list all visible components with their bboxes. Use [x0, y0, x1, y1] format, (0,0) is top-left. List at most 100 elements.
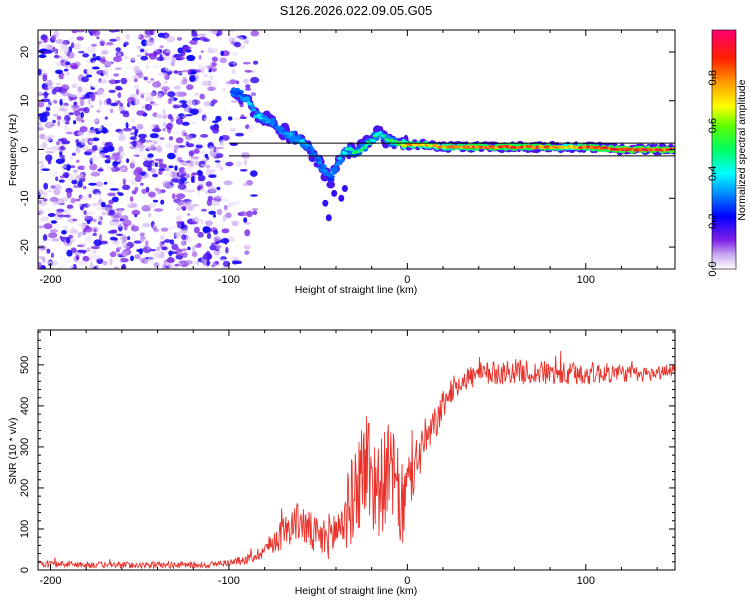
- noise-cell: [155, 113, 163, 119]
- noise-cell: [38, 113, 47, 117]
- noise-cell: [100, 221, 104, 225]
- noise-cell: [150, 168, 157, 174]
- noise-cell: [170, 178, 180, 183]
- noise-cell: [235, 260, 242, 265]
- noise-cell: [181, 115, 188, 119]
- noise-cell: [61, 140, 71, 145]
- noise-cell: [115, 47, 121, 52]
- noise-cell: [185, 236, 192, 243]
- noise-cell: [159, 45, 164, 49]
- noise-cell: [232, 201, 241, 205]
- noise-cell: [179, 80, 183, 85]
- noise-cell: [198, 160, 206, 168]
- noise-cell: [176, 116, 181, 119]
- noise-cell: [83, 215, 90, 219]
- noise-cell: [145, 53, 153, 57]
- noise-cell: [60, 137, 68, 142]
- noise-cell: [190, 108, 199, 115]
- ridge-cell: [295, 134, 302, 140]
- noise-cell: [244, 69, 252, 73]
- noise-cell: [174, 84, 181, 92]
- noise-cell: [203, 73, 209, 78]
- noise-cell: [167, 225, 176, 231]
- noise-cell: [250, 30, 260, 37]
- noise-cell: [140, 182, 144, 186]
- noise-cell: [175, 160, 181, 165]
- noise-cell: [200, 43, 207, 48]
- noise-cell: [122, 178, 126, 186]
- noise-cell: [105, 61, 113, 67]
- spectrogram-ylabel: Frequency (Hz): [7, 114, 19, 186]
- noise-cell: [55, 69, 63, 75]
- noise-cell: [160, 227, 169, 232]
- noise-cell: [100, 201, 106, 208]
- noise-cell: [58, 254, 65, 262]
- noise-cell: [208, 60, 213, 67]
- x-tick-label: 0: [404, 274, 410, 286]
- noise-cell: [39, 216, 47, 223]
- noise-cell: [152, 64, 161, 69]
- noise-cell: [47, 81, 53, 88]
- noise-cell: [61, 263, 68, 268]
- noise-cell: [65, 61, 71, 66]
- ridge-core-cell: [335, 162, 341, 166]
- ridge-core-cell: [349, 148, 355, 152]
- noise-cell: [68, 173, 75, 181]
- noise-cell: [161, 99, 167, 103]
- noise-cell: [176, 252, 185, 256]
- noise-cell: [38, 100, 45, 108]
- noise-cell: [69, 62, 78, 69]
- noise-cell: [186, 204, 195, 211]
- noise-cell: [53, 99, 58, 104]
- ridge-core-cell: [299, 139, 305, 143]
- noise-cell: [187, 213, 191, 216]
- noise-cell: [142, 258, 149, 265]
- noise-cell: [90, 44, 99, 47]
- noise-cell: [210, 43, 214, 50]
- noise-cell: [167, 91, 176, 98]
- noise-cell: [219, 139, 226, 145]
- noise-cell: [200, 134, 209, 138]
- noise-cell: [108, 89, 116, 93]
- noise-cell: [236, 161, 242, 167]
- noise-cell: [38, 225, 44, 229]
- noise-cell: [125, 66, 135, 70]
- noise-cell: [173, 70, 179, 74]
- noise-cell: [139, 232, 145, 238]
- noise-cell: [148, 212, 152, 218]
- ridge-core-cell: [331, 171, 337, 175]
- noise-cell: [203, 252, 213, 260]
- noise-cell: [133, 34, 142, 39]
- noise-cell: [98, 99, 103, 106]
- noise-cell: [62, 111, 72, 117]
- noise-cell: [141, 188, 148, 194]
- ridge-core-cell: [263, 117, 269, 121]
- noise-cell: [138, 133, 147, 139]
- noise-cell: [70, 165, 76, 169]
- noise-cell: [55, 158, 65, 165]
- noise-cell: [57, 214, 67, 218]
- noise-cell: [225, 161, 234, 167]
- noise-cell: [68, 234, 74, 239]
- noise-cell: [130, 255, 134, 262]
- noise-cell: [101, 127, 108, 134]
- noise-cell: [210, 200, 220, 206]
- noise-cell: [91, 60, 99, 68]
- noise-cell: [81, 147, 86, 151]
- noise-cell: [159, 53, 163, 62]
- noise-cell: [185, 141, 190, 147]
- noise-cell: [125, 179, 134, 184]
- noise-cell: [64, 125, 69, 132]
- noise-cell: [82, 250, 86, 255]
- noise-cell: [86, 247, 91, 251]
- noise-cell: [152, 81, 162, 88]
- noise-cell: [92, 53, 96, 58]
- noise-cell: [182, 248, 187, 252]
- noise-cell: [244, 88, 252, 91]
- noise-cell: [46, 237, 52, 242]
- noise-cell: [110, 229, 118, 233]
- noise-cell: [66, 204, 74, 209]
- noise-cell: [205, 65, 211, 69]
- noise-cell: [101, 50, 109, 55]
- colorbar: 0.0 0.2 0.4 0.6 0.8 Normalized spectral ampl…: [707, 29, 748, 277]
